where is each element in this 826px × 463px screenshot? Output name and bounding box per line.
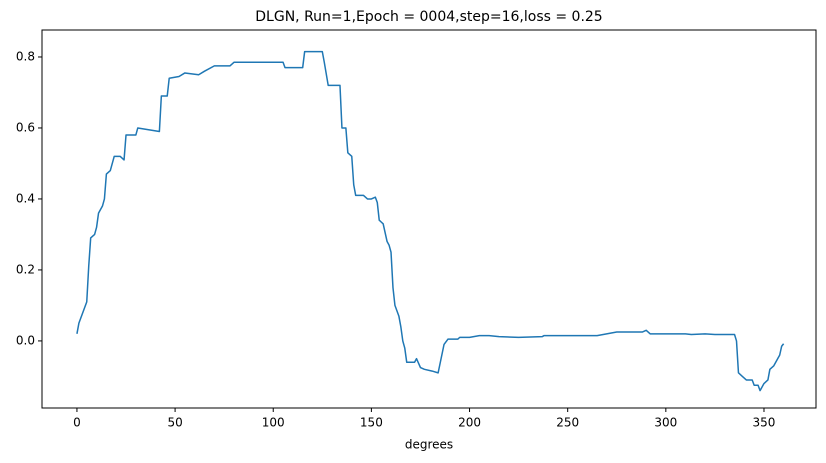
y-tick-label: 0.6 (16, 120, 35, 134)
y-tick-label: 0.2 (16, 262, 35, 276)
x-tick-label: 0 (73, 416, 81, 430)
y-tick-label: 0.0 (16, 333, 35, 347)
y-tick-label: 0.8 (16, 49, 35, 63)
x-tick-label: 150 (360, 416, 383, 430)
x-tick-label: 300 (654, 416, 677, 430)
x-tick-label: 50 (167, 416, 182, 430)
x-tick-label: 350 (753, 416, 776, 430)
plot-frame (41, 29, 817, 409)
x-axis-label: degrees (405, 438, 453, 452)
chart-title: DLGN, Run=1,Epoch = 0004,step=16,loss = … (255, 9, 602, 25)
x-tick-label: 100 (262, 416, 285, 430)
x-tick-label: 250 (556, 416, 579, 430)
x-tick-label: 200 (458, 416, 481, 430)
data-line (76, 50, 785, 392)
y-tick-label: 0.4 (16, 191, 35, 205)
